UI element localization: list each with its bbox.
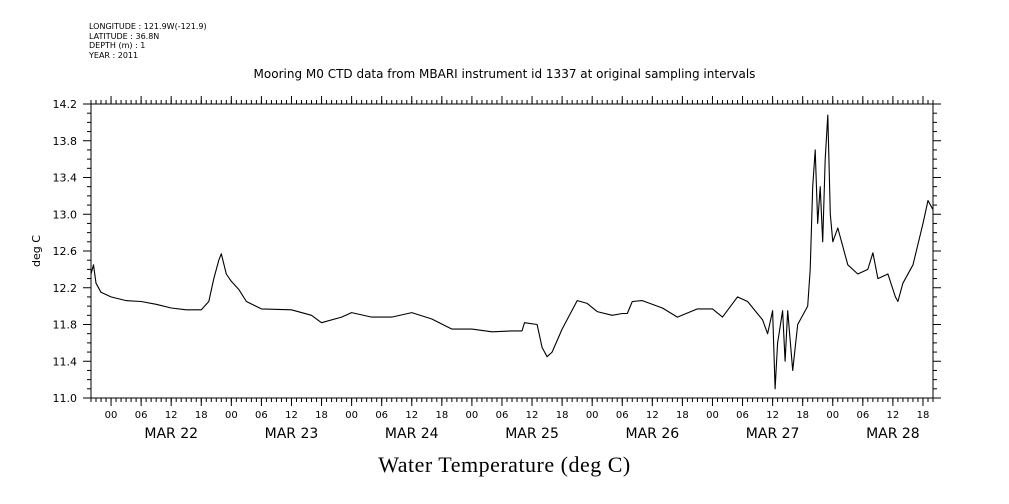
x-tick-label: 06	[616, 410, 629, 421]
longitude-text: LONGITUDE : 121.9W(-121.9)	[89, 22, 207, 31]
metadata-block: LONGITUDE : 121.9W(-121.9) LATITUDE : 36…	[89, 22, 207, 60]
x-tick-label: 18	[315, 410, 328, 421]
x-tick-label: 00	[105, 410, 118, 421]
x-tick-label: 18	[917, 410, 930, 421]
x-tick-label: 00	[586, 410, 599, 421]
x-day-label: MAR 23	[265, 426, 319, 442]
plot-frame	[90, 103, 934, 399]
x-tick-label: 12	[405, 410, 418, 421]
x-tick-label: 18	[676, 410, 689, 421]
y-tick-label: 12.6	[53, 245, 78, 258]
x-tick-label: 00	[706, 410, 719, 421]
x-tick-label: 00	[466, 410, 479, 421]
x-tick-label: 06	[736, 410, 749, 421]
x-tick-label: 06	[375, 410, 388, 421]
y-tick-label: 14.2	[53, 98, 78, 111]
y-axis-label: deg C	[30, 235, 43, 267]
x-day-label: MAR 26	[626, 426, 680, 442]
x-tick-label: 06	[255, 410, 268, 421]
x-day-label: MAR 25	[505, 426, 559, 442]
temperature-series-line	[90, 114, 934, 390]
y-tick-label: 13.8	[53, 135, 78, 148]
x-day-label: MAR 24	[385, 426, 439, 442]
x-axis-title: Water Temperature (deg C)	[378, 452, 631, 477]
x-day-label: MAR 27	[746, 426, 800, 442]
x-tick-label: 18	[195, 410, 208, 421]
x-tick-label: 06	[856, 410, 869, 421]
year-text: YEAR : 2011	[89, 50, 139, 60]
chart-title: Mooring M0 CTD data from MBARI instrumen…	[253, 67, 756, 81]
x-tick-label: 18	[796, 410, 809, 421]
x-tick-label: 12	[285, 410, 298, 421]
x-tick-label: 18	[556, 410, 569, 421]
x-tick-label: 12	[887, 410, 900, 421]
x-tick-label: 00	[345, 410, 358, 421]
x-day-label: MAR 28	[866, 426, 920, 442]
x-tick-label: 12	[646, 410, 659, 421]
x-tick-label: 00	[225, 410, 238, 421]
x-tick-label: 06	[135, 410, 148, 421]
x-tick-label: 12	[526, 410, 539, 421]
y-tick-label: 12.2	[53, 282, 78, 295]
depth-text: DEPTH (m) : 1	[89, 41, 146, 50]
y-tick-label: 13.0	[53, 208, 78, 221]
x-day-label: MAR 22	[144, 426, 198, 442]
y-tick-label: 11.4	[53, 355, 78, 368]
x-tick-label: 12	[165, 410, 178, 421]
y-tick-label: 11.8	[53, 319, 78, 332]
x-tick-label: 12	[766, 410, 779, 421]
y-tick-label: 13.4	[53, 172, 78, 185]
x-tick-label: 06	[496, 410, 509, 421]
x-tick-label: 00	[826, 410, 839, 421]
x-tick-label: 18	[435, 410, 448, 421]
latitude-text: LATITUDE : 36.8N	[89, 31, 160, 41]
y-tick-label: 11.0	[53, 392, 78, 405]
